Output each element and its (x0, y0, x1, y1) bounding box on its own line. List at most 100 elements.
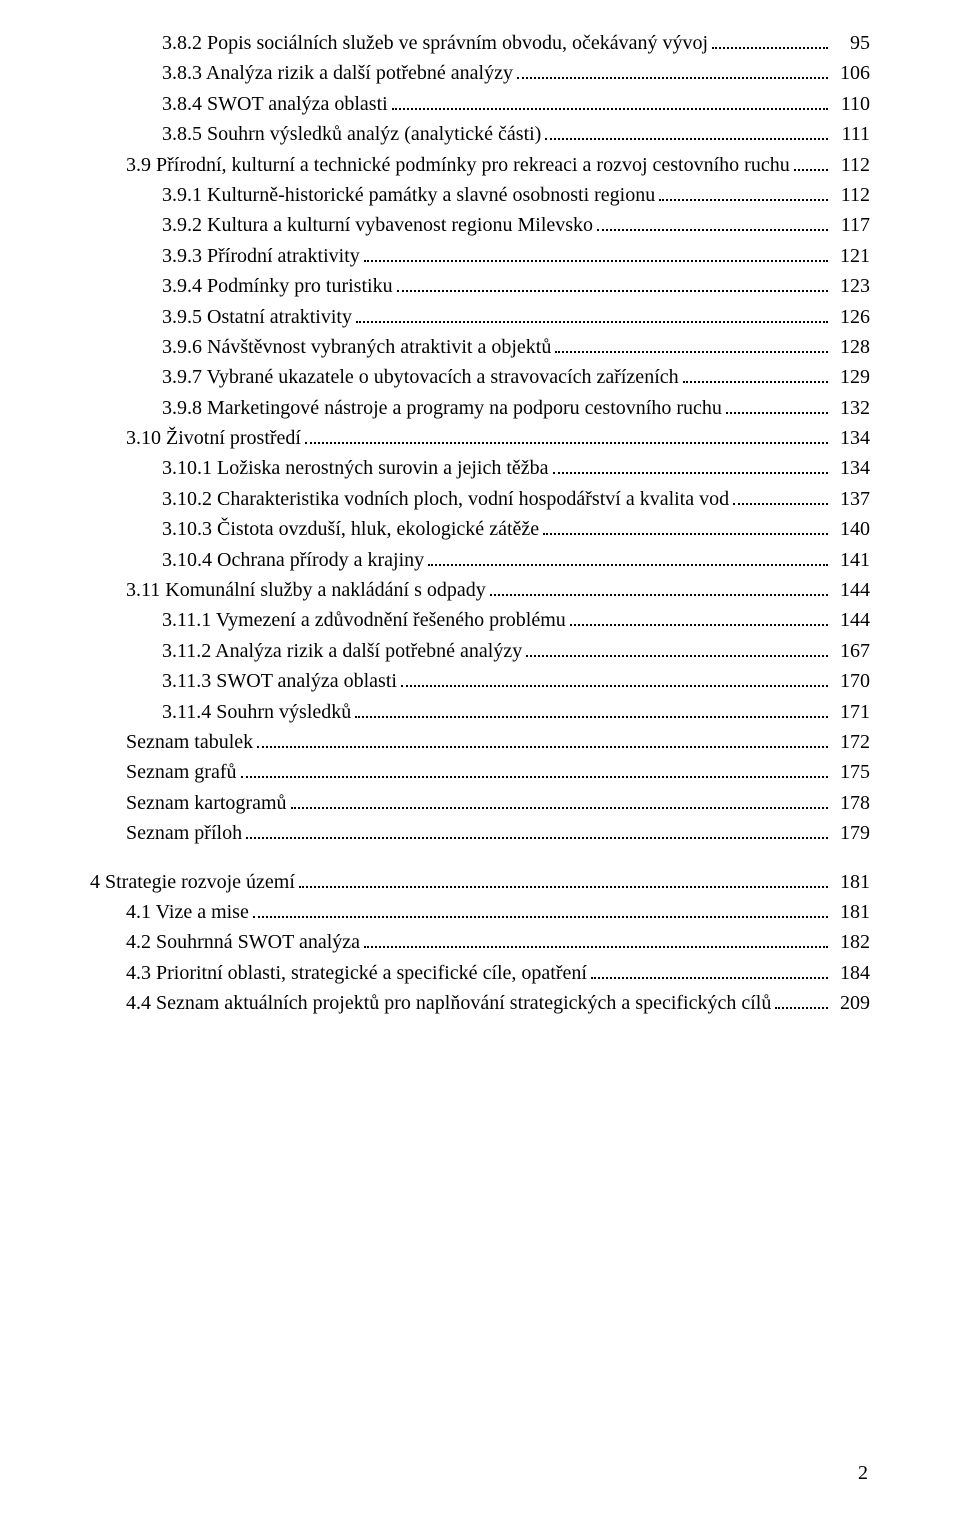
toc-entry-title: 3.9.8 Marketingové nástroje a programy n… (162, 393, 722, 423)
toc-leader-dots (364, 246, 828, 262)
toc-entry-title: 3.10.4 Ochrana přírody a krajiny (162, 545, 424, 575)
toc-leader-dots (299, 872, 828, 888)
toc-entry-page: 111 (832, 119, 870, 149)
toc-leader-dots (246, 823, 828, 839)
toc-entry-page: 175 (832, 757, 870, 787)
toc-group: 3.8.2 Popis sociálních služeb ve správní… (90, 28, 870, 849)
toc-entry: 3.8.5 Souhrn výsledků analýz (analytické… (90, 119, 870, 149)
toc-leader-dots (659, 185, 828, 201)
toc-entry-title: 3.9.1 Kulturně-historické památky a slav… (162, 180, 655, 210)
toc-leader-dots (253, 902, 828, 918)
toc-entry: 3.11.4 Souhrn výsledků 171 (90, 697, 870, 727)
toc-entry: 3.9.7 Vybrané ukazatele o ubytovacích a … (90, 362, 870, 392)
toc-entry-page: 134 (832, 453, 870, 483)
toc-entry-title: 3.8.3 Analýza rizik a další potřebné ana… (162, 58, 513, 88)
toc-entry-title: 4 Strategie rozvoje území (90, 867, 295, 897)
toc-entry-page: 179 (832, 818, 870, 848)
toc-entry-title: 3.11 Komunální služby a nakládání s odpa… (126, 575, 486, 605)
toc-entry: 3.9.1 Kulturně-historické památky a slav… (90, 180, 870, 210)
toc-entry-page: 129 (832, 362, 870, 392)
toc-leader-dots (397, 276, 828, 292)
toc-entry: 3.8.4 SWOT analýza oblasti110 (90, 89, 870, 119)
toc-entry-title: Seznam kartogramů (126, 788, 287, 818)
toc-entry-page: 184 (832, 958, 870, 988)
toc-entry: 3.10 Životní prostředí134 (90, 423, 870, 453)
toc-leader-dots (553, 458, 828, 474)
toc-entry-title: 3.9.6 Návštěvnost vybraných atraktivit a… (162, 332, 551, 362)
toc-entry-title: 3.11.4 Souhrn výsledků (162, 697, 351, 727)
toc-entry: Seznam kartogramů178 (90, 788, 870, 818)
toc-entry: 3.11.2 Analýza rizik a další potřebné an… (90, 636, 870, 666)
toc-entry-title: 4.3 Prioritní oblasti, strategické a spe… (126, 958, 587, 988)
toc-entry-title: 3.10.2 Charakteristika vodních ploch, vo… (162, 484, 729, 514)
toc-leader-dots (356, 307, 828, 323)
toc-leader-dots (683, 367, 828, 383)
toc-entry-title: 3.8.5 Souhrn výsledků analýz (analytické… (162, 119, 541, 149)
toc-entry-page: 172 (832, 727, 870, 757)
toc-entry-page: 181 (832, 867, 870, 897)
toc-leader-dots (490, 580, 828, 596)
toc-entry-title: 3.9.4 Podmínky pro turistiku (162, 271, 393, 301)
toc-entry: 3.9.4 Podmínky pro turistiku 123 (90, 271, 870, 301)
toc-entry-title: 3.11.3 SWOT analýza oblasti (162, 666, 397, 696)
toc-entry-title: 3.10 Životní prostředí (126, 423, 301, 453)
toc-leader-dots (392, 94, 828, 110)
toc-leader-dots (428, 550, 828, 566)
toc-entry-page: 182 (832, 927, 870, 957)
document-page: 3.8.2 Popis sociálních služeb ve správní… (0, 0, 960, 1521)
toc-entry-page: 132 (832, 393, 870, 423)
toc-entry-title: 3.11.2 Analýza rizik a další potřebné an… (162, 636, 522, 666)
toc-entry-title: Seznam grafů (126, 757, 237, 787)
toc-entry: 3.9.5 Ostatní atraktivity126 (90, 302, 870, 332)
toc-entry: 3.9.6 Návštěvnost vybraných atraktivit a… (90, 332, 870, 362)
toc-entry: 3.9.3 Přírodní atraktivity 121 (90, 241, 870, 271)
toc-leader-dots (775, 993, 828, 1009)
toc-leader-dots (794, 155, 828, 171)
toc-leader-dots (733, 489, 828, 505)
toc-entry: 3.10.2 Charakteristika vodních ploch, vo… (90, 484, 870, 514)
toc-entry-page: 171 (832, 697, 870, 727)
toc-entry-page: 112 (832, 150, 870, 180)
toc-leader-dots (364, 932, 828, 948)
toc-entry: 3.9.2 Kultura a kulturní vybavenost regi… (90, 210, 870, 240)
toc-entry-page: 144 (832, 575, 870, 605)
toc-entry: 3.10.4 Ochrana přírody a krajiny 141 (90, 545, 870, 575)
toc-entry-page: 112 (832, 180, 870, 210)
toc-entry-title: 3.9.7 Vybrané ukazatele o ubytovacích a … (162, 362, 679, 392)
toc-entry: 3.11.1 Vymezení a zdůvodnění řešeného pr… (90, 605, 870, 635)
toc-entry-title: 3.11.1 Vymezení a zdůvodnění řešeného pr… (162, 605, 566, 635)
toc-entry-title: 4.2 Souhrnná SWOT analýza (126, 927, 360, 957)
toc-entry-title: 4.1 Vize a mise (126, 897, 249, 927)
toc-entry: 3.10.3 Čistota ovzduší, hluk, ekologické… (90, 514, 870, 544)
page-number: 2 (858, 1462, 868, 1485)
toc-entry-page: 140 (832, 514, 870, 544)
toc-entry-page: 141 (832, 545, 870, 575)
toc-entry-page: 123 (832, 271, 870, 301)
toc-leader-dots (257, 732, 828, 748)
toc-entry-title: 3.8.4 SWOT analýza oblasti (162, 89, 388, 119)
toc-leader-dots (597, 215, 828, 231)
toc-entry: 3.8.2 Popis sociálních služeb ve správní… (90, 28, 870, 58)
toc-entry: 3.8.3 Analýza rizik a další potřebné ana… (90, 58, 870, 88)
toc-entry-page: 181 (832, 897, 870, 927)
toc-entry: 3.10.1 Ložiska nerostných surovin a jeji… (90, 453, 870, 483)
toc-entry: 4 Strategie rozvoje území 181 (90, 867, 870, 897)
table-of-contents: 3.8.2 Popis sociálních služeb ve správní… (90, 28, 870, 1019)
toc-entry: Seznam tabulek172 (90, 727, 870, 757)
toc-leader-dots (712, 33, 828, 49)
toc-entry-page: 126 (832, 302, 870, 332)
toc-entry: 3.9.8 Marketingové nástroje a programy n… (90, 393, 870, 423)
toc-leader-dots (355, 702, 828, 718)
toc-entry: 3.11.3 SWOT analýza oblasti170 (90, 666, 870, 696)
toc-entry-title: 3.9.2 Kultura a kulturní vybavenost regi… (162, 210, 593, 240)
toc-entry-title: 3.8.2 Popis sociálních služeb ve správní… (162, 28, 708, 58)
toc-leader-dots (591, 963, 828, 979)
toc-leader-dots (291, 793, 829, 809)
toc-entry-title: 3.9.3 Přírodní atraktivity (162, 241, 360, 271)
toc-entry: 4.1 Vize a mise 181 (90, 897, 870, 927)
toc-entry-page: 167 (832, 636, 870, 666)
toc-entry-page: 121 (832, 241, 870, 271)
toc-leader-dots (241, 762, 828, 778)
toc-entry-title: 3.10.3 Čistota ovzduší, hluk, ekologické… (162, 514, 539, 544)
toc-entry-page: 106 (832, 58, 870, 88)
